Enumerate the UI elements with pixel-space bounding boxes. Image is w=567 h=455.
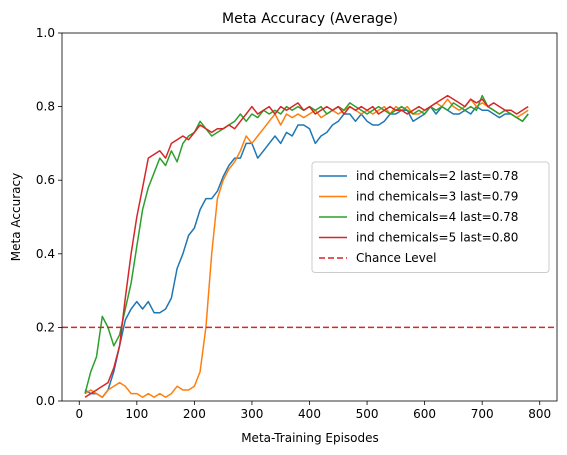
x-tick-label: 300 [240,407,263,421]
y-tick-label: 0.8 [36,100,55,114]
y-tick-label: 0.4 [36,247,55,261]
x-tick-label: 0 [75,407,83,421]
legend-label: ind chemicals=4 last=0.78 [356,210,518,224]
legend-label: ind chemicals=3 last=0.79 [356,190,518,204]
legend-box [311,161,550,273]
y-tick-label: 0.2 [36,320,55,334]
x-tick-label: 400 [298,407,321,421]
y-tick-label: 0.6 [36,173,55,187]
x-axis: 0 100 200 300 400 500 600 700 800 [75,401,551,421]
legend-label: Chance Level [356,251,436,265]
x-tick-label: 100 [125,407,148,421]
series-lines [62,94,557,399]
x-tick-label: 700 [471,407,494,421]
legend-label: ind chemicals=2 last=0.78 [356,169,518,183]
y-axis: 0.0 0.2 0.4 0.6 0.8 1.0 [36,26,62,408]
series-line-4 [84,94,529,398]
x-tick-label: 800 [528,407,551,421]
x-axis-label: Meta-Training Episodes [241,431,379,445]
legend-label: ind chemicals=5 last=0.80 [356,231,518,245]
y-axis-label: Meta Accuracy [9,173,23,261]
x-tick-label: 500 [356,407,379,421]
x-tick-label: 600 [413,407,436,421]
legend: ind chemicals=2 last=0.78 ind chemicals=3… [311,161,550,273]
y-tick-label: 0.0 [36,394,55,408]
x-tick-label: 200 [183,407,206,421]
chart-title: Meta Accuracy (Average) [222,11,398,27]
series-line-1 [84,105,529,399]
series-line-2 [84,98,529,399]
plot-area [61,32,558,402]
y-tick-label: 1.0 [36,26,55,40]
